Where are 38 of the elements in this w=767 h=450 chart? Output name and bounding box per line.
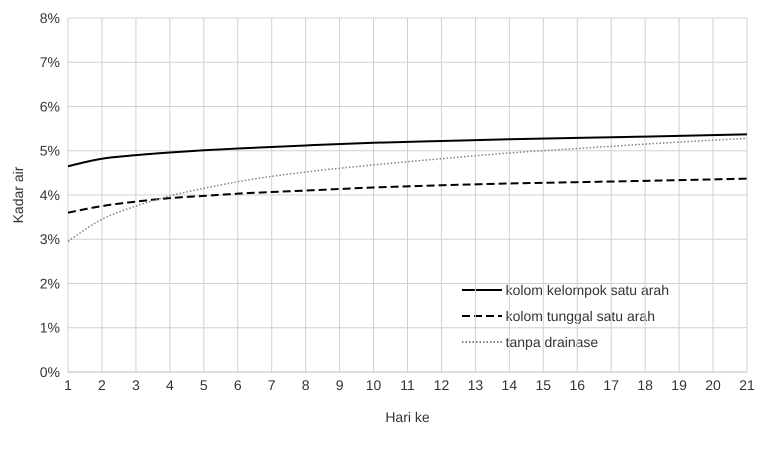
x-tick-label: 13 xyxy=(468,376,484,393)
legend-label: tanpa drainase xyxy=(506,334,598,350)
y-tick-label: 1% xyxy=(40,320,60,336)
x-tick-label: 14 xyxy=(502,376,518,393)
x-tick-label: 17 xyxy=(603,376,620,393)
x-tick-label: 20 xyxy=(705,376,722,393)
y-axis-title: Kadar air xyxy=(10,166,26,224)
x-tick-label: 9 xyxy=(336,376,344,393)
x-tick-label: 19 xyxy=(671,376,688,393)
y-tick-label: 8% xyxy=(40,10,60,26)
y-tick-label: 0% xyxy=(40,364,60,380)
x-tick-label: 12 xyxy=(434,376,450,393)
x-tick-label: 5 xyxy=(200,376,208,393)
x-tick-label: 6 xyxy=(234,376,242,393)
x-tick-label: 15 xyxy=(536,376,552,393)
x-tick-label: 11 xyxy=(400,376,415,393)
line-series xyxy=(68,133,747,168)
line-series xyxy=(68,138,747,242)
x-tick-label: 1 xyxy=(64,376,72,393)
y-tick-label: 5% xyxy=(40,142,60,159)
x-tick-label: 21 xyxy=(739,376,755,393)
y-tick-label: 3% xyxy=(40,231,60,248)
x-tick-label: 7 xyxy=(268,376,276,393)
legend-label: kolom kelompok satu arah xyxy=(506,282,669,298)
x-tick-label: 2 xyxy=(98,376,106,393)
x-axis-title: Hari ke xyxy=(385,409,430,425)
y-tick-label: 6% xyxy=(40,98,60,114)
y-tick-label: 4% xyxy=(40,186,60,203)
line-series xyxy=(68,178,747,214)
x-tick-label: 3 xyxy=(132,376,140,393)
x-tick-label: 8 xyxy=(302,376,310,393)
legend-label: kolom tunggal satu arah xyxy=(506,308,656,324)
x-tick-label: 16 xyxy=(569,376,586,393)
x-tick-label: 18 xyxy=(637,376,654,393)
y-tick-label: 2% xyxy=(40,275,60,292)
y-tick-label: 7% xyxy=(40,54,60,70)
x-tick-label: 4 xyxy=(166,376,174,393)
x-tick-label: 10 xyxy=(366,376,382,393)
